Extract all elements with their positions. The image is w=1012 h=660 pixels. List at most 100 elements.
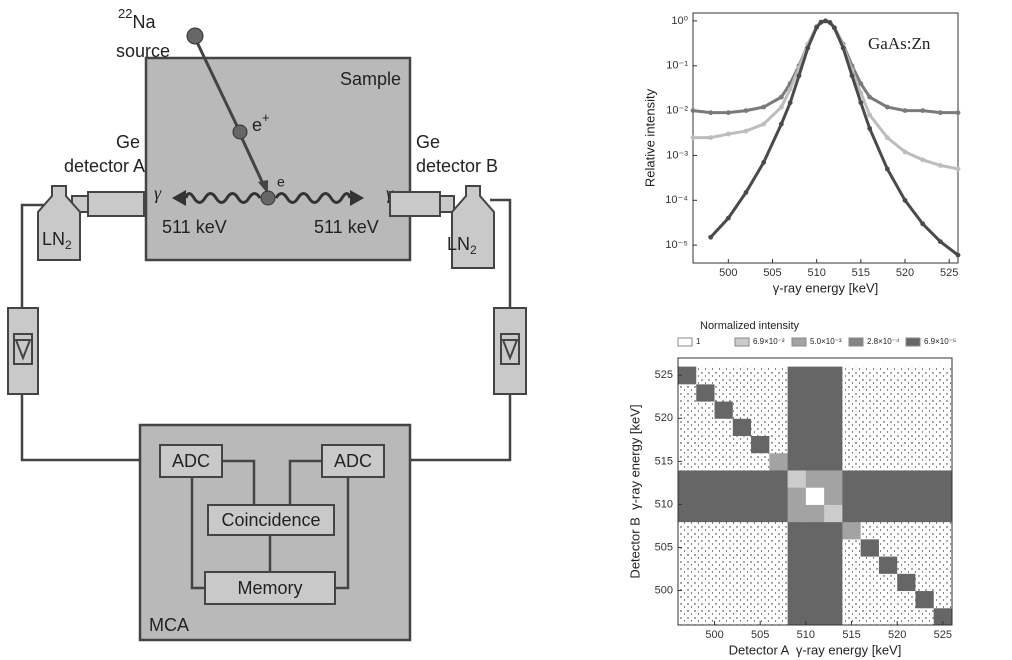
x-tick-label: 510 — [797, 629, 815, 641]
intensity-cell — [678, 487, 697, 505]
intensity-cell — [842, 590, 862, 609]
intensity-cell — [696, 573, 716, 592]
data-point — [884, 135, 890, 141]
intensity-cell — [860, 452, 880, 471]
intensity-cell — [732, 590, 752, 609]
intensity-cell — [897, 435, 916, 454]
intensity-cell — [824, 401, 843, 419]
y-axis-label: Relative intensity — [642, 88, 657, 187]
data-point — [955, 252, 961, 258]
intensity-cell — [860, 366, 880, 385]
data-point — [761, 104, 767, 110]
intensity-cell — [751, 590, 770, 609]
intensity-cell — [714, 607, 734, 626]
intensity-cell — [933, 521, 953, 540]
intensity-cell — [678, 504, 697, 523]
data-point — [708, 110, 714, 116]
amplifier — [493, 307, 527, 395]
intensity-cell — [915, 401, 935, 419]
intensity-cell — [805, 435, 825, 454]
intensity-cell — [769, 573, 789, 592]
legend-label: 6.9×10⁻⁵ — [924, 337, 956, 346]
intensity-cell — [842, 556, 862, 574]
amplifier — [13, 333, 33, 365]
intensity-cell — [678, 590, 697, 609]
energy-label: 511 keV — [314, 217, 379, 237]
data-point — [818, 19, 824, 25]
intensity-cell — [842, 401, 862, 419]
data-point — [902, 108, 908, 113]
x-tick-label: 525 — [934, 629, 952, 641]
intensity-cell — [732, 538, 752, 557]
intensity-cell — [769, 452, 789, 471]
intensity-cell — [878, 504, 898, 523]
data-point — [708, 234, 714, 240]
x-tick-label: 500 — [719, 267, 737, 279]
intensity-cell — [787, 401, 807, 419]
intensity-cell — [842, 521, 862, 540]
intensity-cell — [787, 573, 807, 592]
intensity-cell — [860, 504, 880, 523]
intensity-cell — [751, 469, 770, 488]
intensity-cell — [769, 504, 789, 523]
intensity-cell — [878, 607, 898, 626]
electron-dot — [260, 190, 276, 206]
intensity-cell — [878, 469, 898, 488]
intensity-cell — [824, 383, 843, 402]
intensity-cell — [933, 590, 953, 609]
data-point — [937, 110, 943, 116]
data-point — [920, 221, 926, 227]
intensity-cell — [787, 383, 807, 402]
intensity-cell — [933, 383, 953, 402]
detector-b — [439, 195, 455, 213]
data-point — [867, 94, 873, 100]
intensity-cell — [805, 487, 825, 505]
intensity-cell — [824, 452, 843, 471]
intensity-cell — [787, 607, 807, 626]
data-point — [725, 131, 731, 137]
intensity-cell — [732, 383, 752, 402]
intensity-cell — [824, 521, 843, 540]
intensity-cell — [787, 487, 807, 505]
intensity-cell — [732, 573, 752, 592]
intensity-cell — [714, 401, 734, 419]
intensity-cell — [714, 435, 734, 454]
intensity-cell — [805, 383, 825, 402]
y-axis-label: Detector B γ-ray energy [keV] — [627, 404, 642, 578]
intensity-cell — [824, 366, 843, 385]
intensity-cell — [915, 452, 935, 471]
setup-diagram: 22Na source Sample e+ e γ γ 511 keV 511 … — [7, 6, 527, 642]
legend-title: Normalized intensity — [700, 320, 800, 332]
adc-box — [321, 444, 385, 478]
intensity-cell — [751, 538, 770, 557]
intensity-cell — [878, 383, 898, 402]
intensity-cell — [769, 401, 789, 419]
intensity-cell — [751, 418, 770, 437]
intensity-cell — [933, 504, 953, 523]
y-tick-label: 510 — [655, 498, 673, 510]
intensity-cell — [678, 521, 697, 540]
intensity-cell — [678, 452, 697, 471]
gamma-wave — [184, 192, 262, 204]
memory-label: Memory — [237, 578, 302, 598]
memory-box — [204, 571, 336, 605]
arrow-head — [350, 190, 364, 206]
data-point — [858, 100, 864, 106]
intensity-cell — [696, 556, 716, 574]
data-point — [743, 128, 749, 134]
y-tick-label: 10⁻¹ — [666, 60, 688, 72]
intensity-cell — [824, 556, 843, 574]
intensity-cell — [805, 607, 825, 626]
detector-a — [87, 191, 145, 217]
data-point — [867, 126, 873, 131]
intensity-cell — [842, 418, 862, 437]
intensity-cell — [714, 469, 734, 488]
positron-path — [193, 37, 240, 129]
intensity-cell — [696, 487, 716, 505]
intensity-cell — [878, 573, 898, 592]
intensity-cell — [787, 590, 807, 609]
intensity-cell — [897, 401, 916, 419]
intensity-cell — [678, 366, 697, 385]
intensity-cell — [732, 556, 752, 574]
intensity-cell — [751, 452, 770, 471]
